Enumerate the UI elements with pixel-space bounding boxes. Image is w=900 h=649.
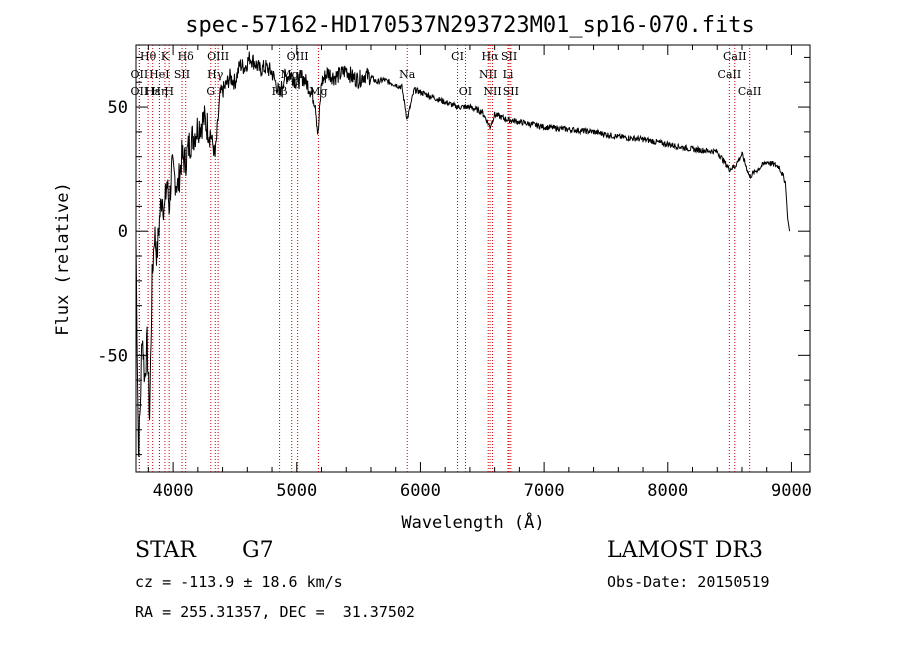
y-axis-ticks: -50 0 50 <box>97 56 810 456</box>
line-label: G <box>206 85 215 98</box>
object-subclass: G7 <box>242 538 274 563</box>
line-label: Hα <box>482 50 500 63</box>
line-label: Hγ <box>207 68 224 81</box>
line-label: OIII <box>287 50 309 63</box>
object-type: STAR <box>135 538 196 563</box>
line-label: CaII <box>723 50 747 63</box>
line-label: OIII <box>207 50 229 63</box>
spectral-line-markers <box>138 45 751 472</box>
y-tick-label: 50 <box>108 98 128 118</box>
x-axis-ticks: 4000 5000 6000 7000 8000 9000 <box>147 45 812 501</box>
line-label: K <box>161 50 170 63</box>
line-label: Li <box>503 68 514 81</box>
obs-date: Obs-Date: 20150519 <box>607 573 770 591</box>
coordinates: RA = 255.31357, DEC = 31.37502 <box>135 603 415 621</box>
line-label: SII <box>174 68 190 81</box>
line-label: Na <box>399 68 416 81</box>
line-label: Hδ <box>178 50 195 63</box>
line-label: CI <box>451 50 464 63</box>
x-tick-label: 4000 <box>153 481 194 501</box>
velocity-readout: cz = -113.9 ± 18.6 km/s <box>135 573 343 591</box>
line-label: CaII <box>718 68 742 81</box>
line-label: H <box>164 85 174 98</box>
line-label: NII <box>483 85 501 98</box>
line-label: Hθ <box>140 50 157 63</box>
spectrum-line <box>135 51 791 457</box>
x-tick-label: 9000 <box>771 481 812 501</box>
x-tick-label: 6000 <box>400 481 441 501</box>
x-tick-label: 5000 <box>276 481 317 501</box>
x-tick-label: 8000 <box>647 481 688 501</box>
line-label: CaII <box>738 85 762 98</box>
line-label: HeI <box>149 68 169 81</box>
chart-title: spec-57162-HD170537N293723M01_sp16-070.f… <box>185 13 755 38</box>
line-label: NII <box>479 68 497 81</box>
y-axis-label: Flux (relative) <box>53 182 73 336</box>
survey-name: LAMOST DR3 <box>607 538 763 563</box>
line-label: Mg <box>309 85 327 98</box>
line-label: OII <box>130 85 148 98</box>
line-label: OII <box>130 68 148 81</box>
line-label: Hε <box>145 85 161 98</box>
x-axis-label: Wavelength (Å) <box>401 511 544 533</box>
y-tick-label: -50 <box>97 346 128 366</box>
line-label: SII <box>503 85 519 98</box>
line-label: OI <box>459 85 472 98</box>
line-label: SII <box>501 50 517 63</box>
y-tick-label: 0 <box>118 222 128 242</box>
line-label: Hη <box>151 85 167 98</box>
x-tick-label: 7000 <box>524 481 565 501</box>
spectrum-plot: spec-57162-HD170537N293723M01_sp16-070.f… <box>53 13 812 533</box>
